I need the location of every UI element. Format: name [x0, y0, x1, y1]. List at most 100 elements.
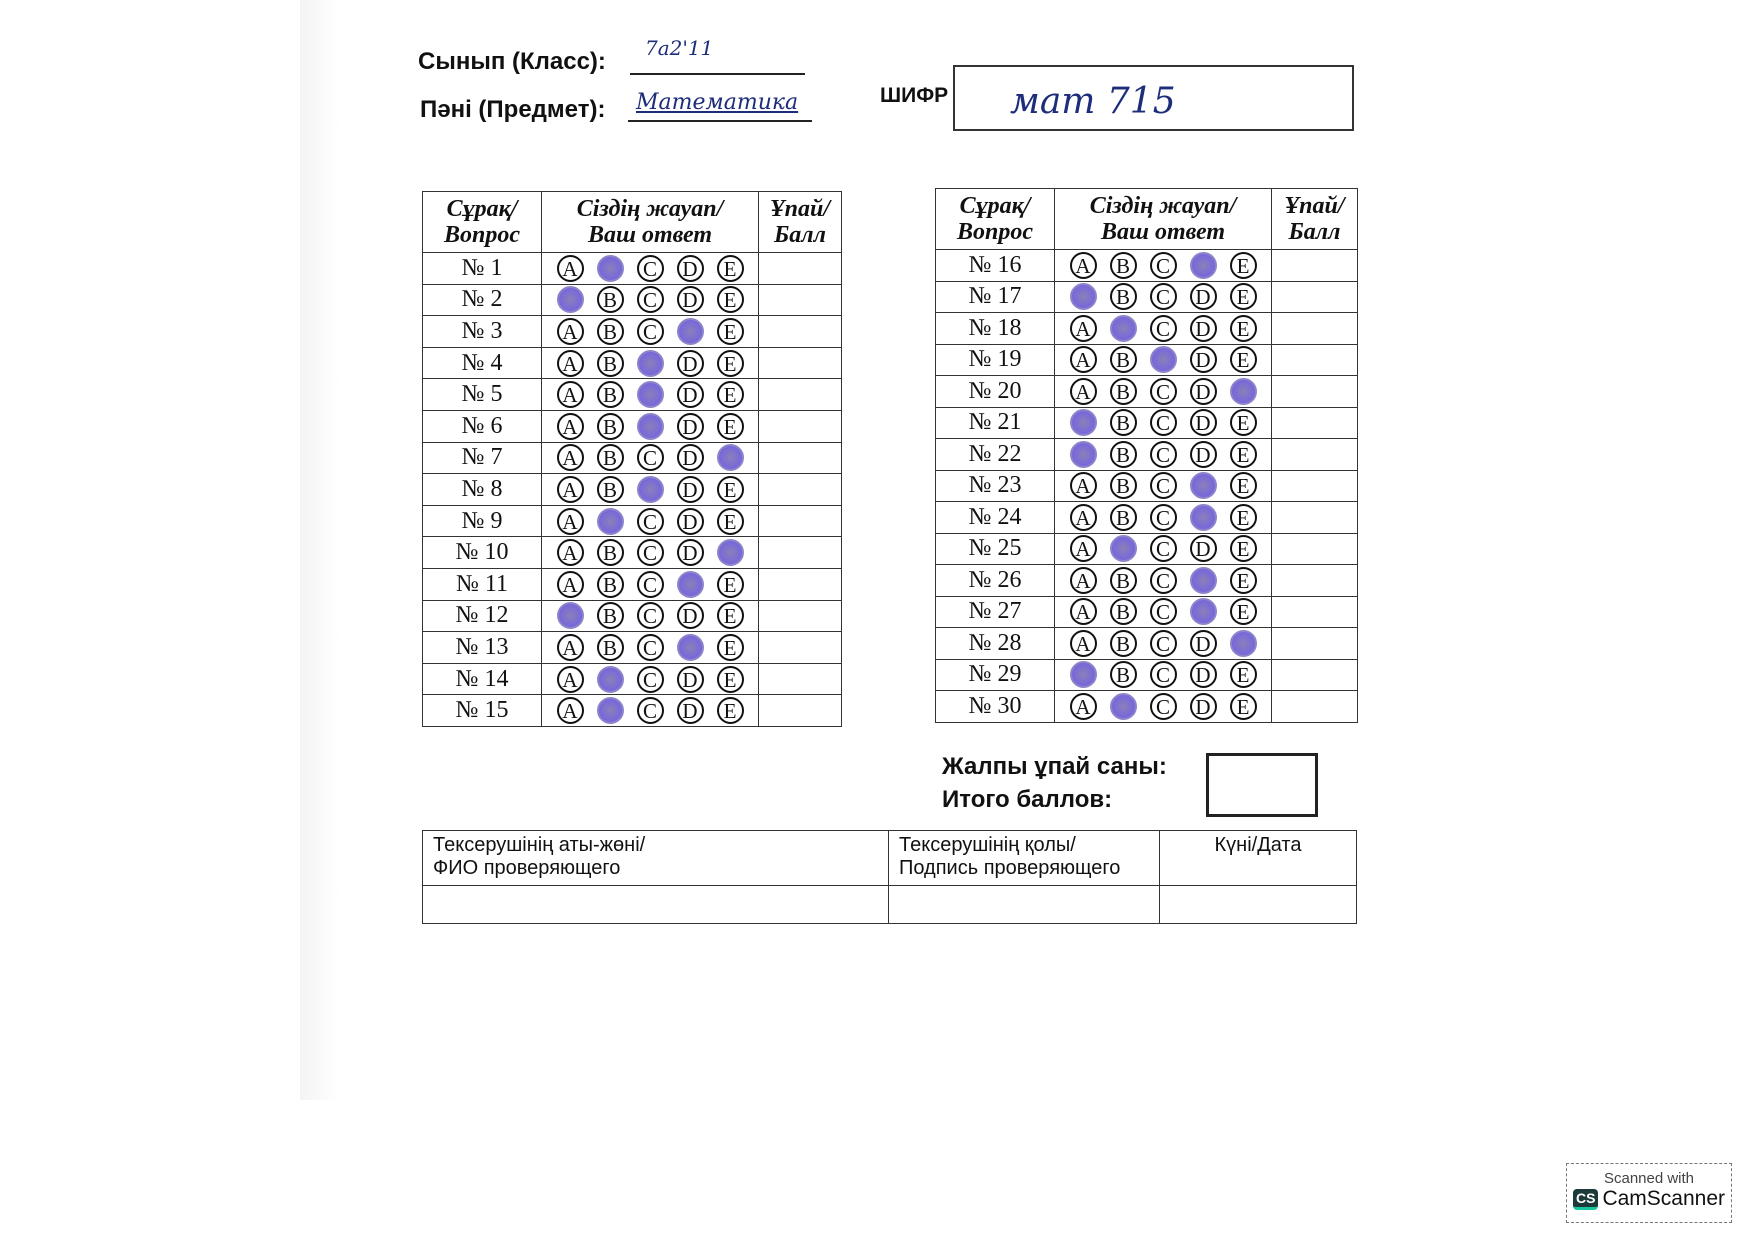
bubble-c[interactable]: C — [1149, 598, 1177, 626]
bubble-a[interactable]: A — [1069, 251, 1097, 279]
bubble-a[interactable]: A — [1069, 566, 1097, 594]
bubble-a[interactable]: A — [1069, 314, 1097, 342]
bubble-d-filled[interactable]: D — [1189, 251, 1217, 279]
bubble-d[interactable]: D — [676, 475, 704, 503]
bubble-b[interactable]: B — [596, 539, 624, 567]
bubble-b[interactable]: B — [1109, 283, 1137, 311]
bubble-d[interactable]: D — [676, 539, 704, 567]
bubble-b[interactable]: B — [596, 381, 624, 409]
bubble-d[interactable]: D — [1189, 283, 1217, 311]
score-cell[interactable] — [758, 283, 842, 317]
bubble-a-filled[interactable]: A — [1069, 661, 1097, 689]
bubble-e-filled[interactable]: E — [716, 539, 744, 567]
bubble-d[interactable]: D — [1189, 377, 1217, 405]
bubble-e[interactable]: E — [1229, 409, 1257, 437]
bubble-d[interactable]: D — [676, 381, 704, 409]
bubble-a[interactable]: A — [556, 633, 584, 661]
bubble-e[interactable]: E — [716, 254, 744, 282]
bubble-c[interactable]: C — [1149, 440, 1177, 468]
checker-date-cell[interactable] — [1159, 885, 1357, 924]
bubble-a[interactable]: A — [1069, 598, 1097, 626]
score-cell[interactable] — [758, 409, 842, 443]
bubble-c-filled[interactable]: C — [636, 349, 664, 377]
bubble-a[interactable]: A — [556, 507, 584, 535]
score-cell[interactable] — [758, 473, 842, 506]
score-cell[interactable] — [1271, 690, 1358, 723]
bubble-b[interactable]: B — [596, 317, 624, 345]
bubble-a[interactable]: A — [556, 412, 584, 440]
bubble-e[interactable]: E — [716, 665, 744, 693]
bubble-d[interactable]: D — [1189, 535, 1217, 563]
bubble-b[interactable]: B — [596, 349, 624, 377]
bubble-d[interactable]: D — [1189, 692, 1217, 720]
bubble-b-filled[interactable]: B — [1109, 692, 1137, 720]
bubble-c[interactable]: C — [636, 602, 664, 630]
bubble-c[interactable]: C — [636, 570, 664, 598]
bubble-d[interactable]: D — [676, 507, 704, 535]
bubble-d[interactable]: D — [676, 349, 704, 377]
bubble-b[interactable]: B — [596, 633, 624, 661]
bubble-a[interactable]: A — [556, 539, 584, 567]
bubble-d-filled[interactable]: D — [676, 317, 704, 345]
bubble-c[interactable]: C — [636, 317, 664, 345]
bubble-d[interactable]: D — [1189, 409, 1217, 437]
bubble-e[interactable]: E — [1229, 503, 1257, 531]
bubble-b[interactable]: B — [596, 286, 624, 314]
bubble-b[interactable]: B — [1109, 472, 1137, 500]
bubble-b-filled[interactable]: B — [596, 507, 624, 535]
bubble-d[interactable]: D — [1189, 346, 1217, 374]
bubble-e[interactable]: E — [716, 475, 744, 503]
score-cell[interactable] — [1271, 595, 1358, 628]
bubble-d[interactable]: D — [676, 665, 704, 693]
score-cell[interactable] — [758, 599, 842, 633]
score-cell[interactable] — [1271, 501, 1358, 534]
bubble-c[interactable]: C — [1149, 409, 1177, 437]
bubble-b[interactable]: B — [1109, 661, 1137, 689]
bubble-c[interactable]: C — [1149, 377, 1177, 405]
checker-signature-cell[interactable] — [888, 885, 1160, 924]
bubble-e[interactable]: E — [1229, 598, 1257, 626]
bubble-e[interactable]: E — [716, 317, 744, 345]
score-cell[interactable] — [758, 567, 842, 601]
score-cell[interactable] — [1271, 249, 1358, 282]
bubble-b[interactable]: B — [596, 412, 624, 440]
bubble-a-filled[interactable]: A — [1069, 283, 1097, 311]
score-cell[interactable] — [1271, 469, 1358, 502]
bubble-b-filled[interactable]: B — [1109, 535, 1137, 563]
bubble-a[interactable]: A — [556, 570, 584, 598]
bubble-a[interactable]: A — [556, 317, 584, 345]
bubble-a[interactable]: A — [1069, 503, 1097, 531]
bubble-e[interactable]: E — [1229, 566, 1257, 594]
bubble-c[interactable]: C — [1149, 283, 1177, 311]
bubble-c[interactable]: C — [1149, 535, 1177, 563]
score-cell[interactable] — [1271, 406, 1358, 439]
bubble-d-filled[interactable]: D — [1189, 472, 1217, 500]
cipher-field[interactable]: мат 715 — [953, 65, 1354, 131]
bubble-b-filled[interactable]: B — [1109, 314, 1137, 342]
bubble-a[interactable]: A — [556, 444, 584, 472]
bubble-e[interactable]: E — [716, 570, 744, 598]
bubble-a-filled[interactable]: A — [1069, 440, 1097, 468]
bubble-e-filled[interactable]: E — [1229, 629, 1257, 657]
bubble-a[interactable]: A — [556, 254, 584, 282]
bubble-b[interactable]: B — [596, 475, 624, 503]
bubble-e[interactable]: E — [1229, 440, 1257, 468]
score-cell[interactable] — [1271, 532, 1358, 565]
bubble-e[interactable]: E — [716, 602, 744, 630]
class-field[interactable]: 7a2'11 — [630, 36, 805, 75]
bubble-b[interactable]: B — [596, 602, 624, 630]
bubble-c[interactable]: C — [636, 665, 664, 693]
bubble-e[interactable]: E — [1229, 661, 1257, 689]
bubble-a[interactable]: A — [556, 349, 584, 377]
bubble-a[interactable]: A — [1069, 629, 1097, 657]
bubble-d-filled[interactable]: D — [676, 633, 704, 661]
bubble-c[interactable]: C — [1149, 661, 1177, 689]
bubble-d[interactable]: D — [676, 412, 704, 440]
bubble-c[interactable]: C — [1149, 251, 1177, 279]
score-cell[interactable] — [758, 441, 842, 475]
bubble-e[interactable]: E — [716, 286, 744, 314]
bubble-c[interactable]: C — [636, 697, 664, 725]
bubble-c[interactable]: C — [636, 507, 664, 535]
score-cell[interactable] — [1271, 343, 1358, 376]
bubble-c-filled[interactable]: C — [1149, 346, 1177, 374]
